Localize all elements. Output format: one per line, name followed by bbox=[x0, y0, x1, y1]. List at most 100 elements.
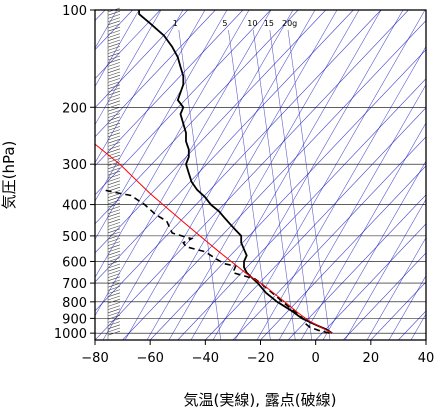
isotherm-line bbox=[95, 10, 271, 196]
wind-barb bbox=[107, 254, 121, 259]
wind-barb bbox=[107, 122, 121, 128]
wind-barb bbox=[107, 87, 121, 93]
adiabat-line bbox=[95, 10, 228, 240]
x-axis-title: 気温(実線), 露点(破線) bbox=[184, 391, 337, 409]
mixing-ratio-label: 15 bbox=[264, 19, 274, 28]
wind-barb bbox=[107, 311, 121, 317]
adiabat-line bbox=[146, 10, 338, 340]
wind-barb bbox=[107, 228, 121, 234]
adiabat-line bbox=[388, 275, 426, 340]
wind-barb bbox=[107, 161, 121, 166]
adiabat-line bbox=[95, 10, 184, 164]
x-tick-label: −60 bbox=[136, 351, 163, 366]
wind-barb bbox=[107, 244, 121, 250]
adiabat-line bbox=[234, 10, 426, 340]
wind-barb bbox=[107, 126, 121, 131]
wind-barb bbox=[107, 318, 121, 323]
wind-barb bbox=[107, 46, 121, 51]
wind-barb bbox=[107, 270, 121, 275]
wind-barb bbox=[107, 116, 121, 122]
isotherm-line bbox=[177, 78, 426, 340]
wind-barb bbox=[107, 39, 121, 45]
wind-barb bbox=[107, 49, 121, 54]
wind-barb bbox=[107, 250, 121, 256]
wind-barb bbox=[107, 218, 121, 224]
wind-barb bbox=[107, 113, 121, 118]
wind-barb bbox=[107, 119, 121, 125]
isotherm-line bbox=[370, 281, 426, 340]
wind-barb bbox=[107, 177, 121, 182]
wind-barb bbox=[107, 289, 121, 294]
wind-barb bbox=[107, 308, 121, 314]
wind-barb bbox=[107, 78, 121, 83]
wind-barb bbox=[107, 263, 121, 269]
dewpoint-line bbox=[103, 189, 330, 334]
wind-barb bbox=[107, 295, 121, 301]
wind-barb bbox=[107, 324, 121, 330]
wind-barb bbox=[107, 30, 121, 35]
wind-barb bbox=[107, 215, 121, 221]
isotherm-line bbox=[95, 10, 299, 225]
adiabat-line bbox=[190, 10, 382, 340]
mixing-ratio-label: 10 bbox=[247, 19, 257, 28]
wind-barb bbox=[107, 260, 121, 266]
wind-barb bbox=[107, 302, 121, 307]
series-layer bbox=[95, 10, 333, 334]
mixing-ratio-label: 20g bbox=[282, 19, 297, 28]
grid-layer bbox=[95, 106, 426, 334]
y-tick-label: 1000 bbox=[54, 327, 87, 342]
x-axis-ticks: −80 −60 −40 −20 0 20 40 bbox=[81, 340, 434, 366]
isotherm-line bbox=[149, 49, 426, 340]
adiabat-line bbox=[95, 10, 272, 317]
adiabat-line bbox=[95, 10, 162, 126]
y-tick-label: 500 bbox=[62, 230, 87, 245]
wind-barb bbox=[107, 190, 121, 195]
y-tick-label: 700 bbox=[62, 277, 87, 292]
adiabat-line bbox=[300, 122, 426, 340]
adiabat-line bbox=[95, 10, 206, 202]
wind-barb bbox=[107, 225, 121, 230]
wind-barb bbox=[107, 247, 121, 253]
y-tick-label: 600 bbox=[62, 255, 87, 270]
wind-barb bbox=[107, 68, 121, 74]
mixing-ratio-labels: 1 5 10 15 20g bbox=[173, 19, 297, 28]
adiabat-line bbox=[212, 10, 404, 340]
wind-barb bbox=[107, 330, 121, 336]
isotherm-line bbox=[95, 10, 326, 254]
wind-barb bbox=[107, 273, 121, 278]
isotherm-line bbox=[260, 165, 426, 340]
isotherm-line bbox=[95, 10, 409, 340]
wind-barb bbox=[107, 202, 121, 208]
wind-barb bbox=[107, 174, 121, 179]
wind-barb bbox=[107, 158, 121, 163]
wind-barb bbox=[107, 14, 121, 19]
wind-barb bbox=[107, 62, 121, 67]
isotherm-line bbox=[232, 136, 426, 340]
wind-barb bbox=[107, 42, 121, 48]
wind-barb bbox=[107, 298, 121, 304]
wind-barb bbox=[107, 135, 121, 141]
x-tick-label: 0 bbox=[312, 351, 320, 366]
mixing-ratio-line bbox=[178, 29, 222, 340]
y-tick-label: 200 bbox=[62, 101, 87, 116]
wind-barb bbox=[107, 74, 121, 80]
adiabat-line bbox=[102, 10, 294, 340]
wind-barb bbox=[107, 71, 121, 77]
mixing-ratio-line bbox=[287, 29, 331, 340]
wind-barb bbox=[107, 279, 121, 285]
wind-barb bbox=[107, 206, 121, 211]
wind-barb bbox=[107, 286, 121, 291]
wind-barb bbox=[107, 138, 121, 144]
wind-barb bbox=[107, 241, 121, 246]
adiabat-line bbox=[278, 84, 426, 340]
x-tick-label: 20 bbox=[363, 351, 380, 366]
wind-barb bbox=[107, 154, 121, 160]
y-tick-label: 900 bbox=[62, 312, 87, 327]
wind-barb bbox=[107, 90, 121, 96]
wind-barb bbox=[107, 94, 121, 99]
y-tick-label: 400 bbox=[62, 199, 87, 214]
wind-barb bbox=[107, 106, 121, 112]
isotherm-line bbox=[343, 252, 426, 340]
wind-barb bbox=[107, 65, 121, 70]
